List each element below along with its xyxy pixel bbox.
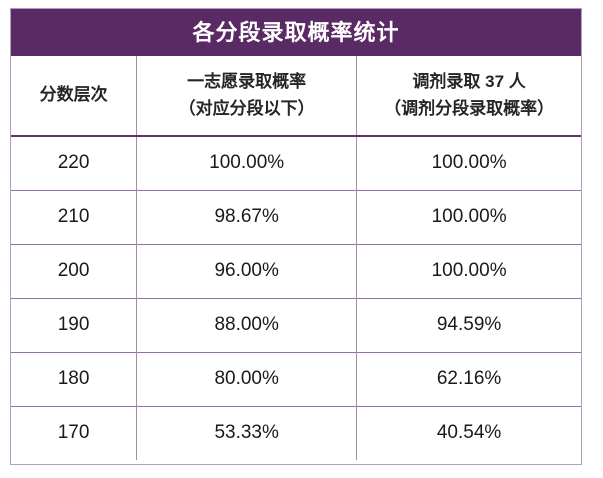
header-score-level-label: 分数层次 bbox=[39, 85, 108, 105]
table-row: 170 53.33% 40.54% bbox=[11, 405, 581, 460]
cell-score: 190 bbox=[11, 297, 137, 352]
score-table: 分数层次 一志愿录取概率 （对应分段以下） 调剂录取 37 人 （调剂分段录取概… bbox=[11, 56, 581, 460]
admission-probability-table: 各分段录取概率统计 分数层次 一志愿录取概率 （对应分段以下） 调剂录取 37 … bbox=[10, 8, 582, 465]
header-cell-first-choice: 一志愿录取概率 （对应分段以下） bbox=[136, 56, 357, 137]
cell-adjustment-prob: 100.00% bbox=[356, 136, 581, 190]
cell-adjustment-prob: 40.54% bbox=[356, 405, 581, 460]
cell-first-choice-prob: 96.00% bbox=[136, 243, 357, 298]
cell-first-choice-prob: 80.00% bbox=[136, 351, 357, 406]
table-row: 200 96.00% 100.00% bbox=[11, 243, 581, 298]
table-row: 220 100.00% 100.00% bbox=[11, 136, 581, 190]
table-title: 各分段录取概率统计 bbox=[11, 9, 581, 56]
cell-score: 200 bbox=[11, 243, 137, 298]
header-cell-score-level: 分数层次 bbox=[11, 56, 137, 137]
cell-adjustment-prob: 62.16% bbox=[356, 351, 581, 406]
cell-score: 210 bbox=[11, 189, 137, 244]
cell-score: 170 bbox=[11, 405, 137, 460]
cell-first-choice-prob: 88.00% bbox=[136, 297, 357, 352]
cell-adjustment-prob: 100.00% bbox=[356, 189, 581, 244]
header-cell-adjustment: 调剂录取 37 人 （调剂分段录取概率） bbox=[356, 56, 581, 137]
table-row: 190 88.00% 94.59% bbox=[11, 297, 581, 352]
header-row: 分数层次 一志愿录取概率 （对应分段以下） 调剂录取 37 人 （调剂分段录取概… bbox=[11, 56, 581, 137]
table-row: 210 98.67% 100.00% bbox=[11, 189, 581, 244]
cell-adjustment-prob: 94.59% bbox=[356, 297, 581, 352]
header-adjustment-line1: 调剂录取 37 人 bbox=[412, 72, 526, 92]
cell-score: 220 bbox=[11, 136, 137, 190]
header-first-choice-line2: （对应分段以下） bbox=[178, 98, 315, 118]
cell-adjustment-prob: 100.00% bbox=[356, 243, 581, 298]
header-first-choice-line1: 一志愿录取概率 bbox=[187, 72, 307, 92]
cell-first-choice-prob: 53.33% bbox=[136, 405, 357, 460]
header-adjustment-line2: （调剂分段录取概率） bbox=[384, 98, 555, 118]
cell-score: 180 bbox=[11, 351, 137, 406]
cell-first-choice-prob: 98.67% bbox=[136, 189, 357, 244]
table-row: 180 80.00% 62.16% bbox=[11, 351, 581, 406]
cell-first-choice-prob: 100.00% bbox=[136, 136, 357, 190]
